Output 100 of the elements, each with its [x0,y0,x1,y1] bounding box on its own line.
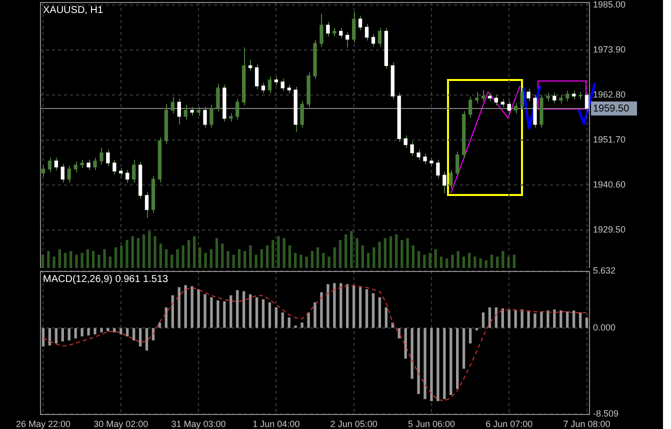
bar [230,295,232,328]
bar [436,328,440,402]
bar [126,240,128,268]
bar [540,311,543,328]
bar [204,252,207,268]
bar [328,256,330,268]
x-tick-label: 5 Jun 06:00 [408,418,455,429]
bar [585,318,588,328]
bar [356,238,358,268]
candlestick [93,157,97,171]
candlestick [474,92,479,104]
bar [192,236,196,268]
candlestick [468,96,472,118]
bar [132,328,136,340]
bar [70,251,72,268]
bar [378,297,382,328]
candlestick [449,169,453,190]
bar [512,254,516,268]
candlestick [320,13,324,48]
candlestick [566,90,570,102]
bar [406,238,409,268]
bar [446,258,448,268]
candlestick [268,76,272,94]
bar [546,310,550,328]
bar [248,294,252,328]
bar [484,260,488,268]
candlestick [54,157,58,171]
bar [578,312,582,328]
x-tick-label: 2 Jun 05:00 [330,418,378,429]
bar [560,310,562,328]
candlestick [404,134,408,148]
x-tick-label: 31 May 03:00 [171,418,226,429]
bar [171,295,174,328]
bar [468,328,472,344]
bar [451,254,454,268]
bar [120,245,123,268]
bar [322,252,325,268]
ref-line-label: 1959.50 [593,103,630,114]
bar [238,249,241,268]
candlestick [514,102,518,114]
candlestick [144,192,149,218]
bar [126,328,129,336]
bar [262,299,265,328]
bar [268,302,272,328]
candlestick [112,159,116,175]
candlestick [520,87,524,110]
bar [462,256,466,268]
bar [226,251,230,268]
bar [333,283,336,328]
bar [384,238,386,268]
bar [190,286,194,328]
bar [496,256,499,268]
bar [479,258,482,268]
bar [272,240,274,268]
x-tick-label: 7 Jun 08:00 [563,418,610,429]
bar [320,292,323,328]
candlestick [48,157,52,173]
bar [365,289,368,328]
line-series [42,284,588,402]
bar [48,328,52,346]
bar [215,238,218,268]
candlestick [526,88,530,102]
candlestick [170,96,174,114]
bar [242,291,246,328]
y-tick-label: 1985.00 [593,0,626,10]
bar [300,322,304,328]
candlestick [410,140,414,157]
candlestick [507,100,511,114]
bar [58,249,61,268]
bar [260,249,263,268]
bar [131,236,134,268]
bar [106,328,110,332]
bar [210,249,212,268]
bar [400,240,404,268]
bar [358,287,362,328]
candlestick [552,92,556,104]
bar [164,307,168,328]
bar [87,328,90,336]
bar [430,328,433,402]
candlestick [132,159,136,183]
candlestick [184,104,188,120]
candlestick [423,153,427,165]
candlestick [100,147,104,165]
candlestick [494,94,498,106]
bar [54,328,58,344]
bar [114,247,118,268]
bar [80,252,84,268]
candlestick [364,23,369,42]
candlestick [248,59,252,72]
bar [142,234,146,268]
bar [412,245,415,268]
candlestick [371,34,376,48]
bar [281,312,284,328]
bar [204,294,206,328]
candlestick [584,92,589,112]
bar [164,249,168,268]
bar [462,328,466,369]
bar [366,252,370,268]
bar [223,301,226,328]
bar [266,245,269,268]
